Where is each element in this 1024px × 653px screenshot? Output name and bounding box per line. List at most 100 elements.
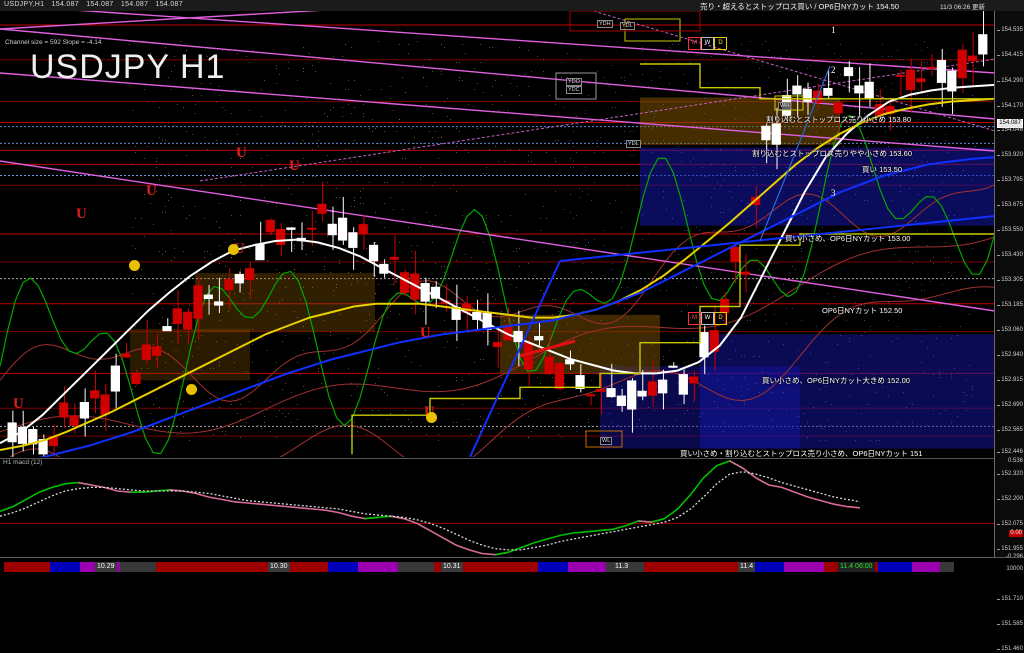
level-tag-wl: WL [600,437,613,445]
annotation-a153_80: 割り込むとストップロス売り小さめ 153.80 [766,115,912,124]
candle [627,380,637,410]
macd-main-line [729,460,861,509]
mwd-d-button[interactable]: D [714,312,727,325]
cloud-block [640,147,995,226]
pivot-dot-marker [426,412,437,423]
candle [152,346,162,356]
session-band [494,562,538,572]
candle [90,390,100,399]
candle [616,395,626,406]
session-band [644,562,714,572]
candle [430,286,441,299]
candle [69,415,79,426]
macd-chart-canvas [0,460,995,556]
chart-number-label: 3 [831,188,836,198]
candle [327,223,337,236]
macd-pane[interactable] [0,458,995,559]
time-axis[interactable]: 10.29 10.30 10.31 11.3 11.4 11.4 06:00 [0,557,1024,576]
mwd-w-button[interactable]: W [701,312,714,325]
candle [740,271,750,275]
candle [358,224,368,235]
candle [957,49,967,79]
session-band [178,562,242,572]
candle [678,374,688,395]
candle [17,426,28,444]
candle [575,375,585,389]
annotation-a153_50: 買い 153.50 [862,165,903,174]
trend-channel-line [0,28,995,120]
candle [141,344,151,360]
price-axis-tick: 152.200 [997,496,1023,503]
price-pane[interactable] [0,11,995,457]
price-axis-tick: 152.815 [997,377,1023,384]
session-band [4,562,50,572]
mwd-m-button[interactable]: M [688,37,701,50]
price-axis-tick: 153.675 [997,202,1023,209]
chart-number-label: 2 [831,65,836,75]
chart-watermark: USDJPY H1 [30,48,226,86]
annotation-a153_60: 割り込むとストップロス売りやや小さめ 153.60 [752,149,913,158]
candle [79,402,90,419]
mwd-m-button[interactable]: M [688,312,701,325]
candle [637,390,647,397]
candle [389,256,399,260]
candle [162,326,172,332]
u-turn-marker: U [236,145,247,161]
u-turn-marker: U [13,396,24,412]
candle [596,388,606,392]
candle [761,125,771,141]
candle [709,330,719,352]
annotation-154-50: 売り・超えるとストップロス買い / OP6日NYカット 154.50 [700,2,899,11]
session-band [398,562,434,572]
price-axis-tick: 153.430 [997,252,1023,259]
time-axis-tick: 11.3 [613,562,631,572]
candle [554,363,565,390]
mwd-w-button[interactable]: W [701,37,714,50]
current-price-tick: 154.087 [997,119,1023,128]
candle [337,217,348,241]
price-axis-tick: 151.585 [997,621,1023,628]
price-axis-tick: 154.290 [997,78,1023,85]
session-band [940,562,954,572]
u-turn-marker: U [289,158,300,174]
candle [7,422,17,443]
candle [121,353,131,358]
candle [967,55,978,62]
macd-main-line [169,489,378,520]
price-axis-tick: 152.075 [997,521,1023,528]
trend-channel-line [77,11,995,74]
session-band [328,562,358,572]
session-band [434,562,494,572]
mwd-d-button[interactable]: D [714,37,727,50]
bar-count-label: 10000 [1006,566,1023,572]
candle [224,278,234,291]
session-band [752,562,784,572]
price-axis-tick: 153.305 [997,277,1023,284]
update-timestamp: 11/3 06:26 更新 [940,4,986,11]
candle [658,379,668,394]
candle [585,394,595,397]
price-axis-tick: 152.446 [997,449,1023,456]
symbol-ohlc-readout: USDJPY,H1 154.087 154.087 154.087 154.08… [4,1,188,8]
candle [647,381,657,396]
candle [606,388,616,398]
symbol-label: USDJPY,H1 [4,1,45,8]
candle [100,394,110,415]
price-axis[interactable]: 154.535 154.415 154.290 154.170 154.087 154.0… [994,11,1024,652]
session-band [242,562,266,572]
macd-main-line [651,460,744,523]
price-axis-tick: 151.955 [997,546,1023,553]
trend-channel-line [0,160,995,312]
candle [172,308,182,324]
macd-signal-line [0,471,861,551]
macd-main-line [0,481,92,513]
u-turn-marker: U [234,241,245,257]
price-axis-tick: 152.320 [997,471,1023,478]
candle [916,78,926,83]
candle [802,88,812,102]
pivot-dot-marker [228,244,239,255]
candle [936,59,947,83]
